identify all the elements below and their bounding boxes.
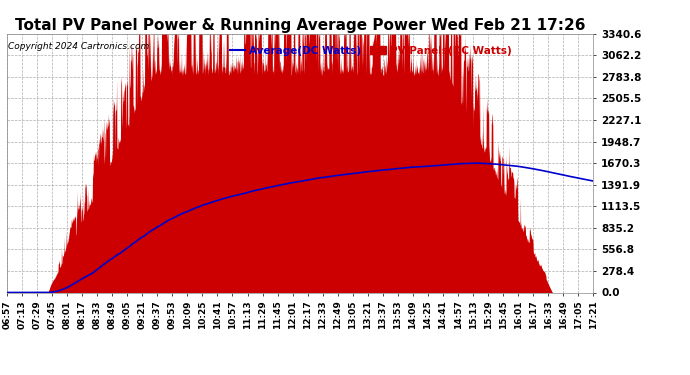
Legend: Average(DC Watts), PV Panels(DC Watts): Average(DC Watts), PV Panels(DC Watts): [226, 42, 515, 60]
Title: Total PV Panel Power & Running Average Power Wed Feb 21 17:26: Total PV Panel Power & Running Average P…: [15, 18, 585, 33]
Text: Copyright 2024 Cartronics.com: Copyright 2024 Cartronics.com: [8, 42, 149, 51]
